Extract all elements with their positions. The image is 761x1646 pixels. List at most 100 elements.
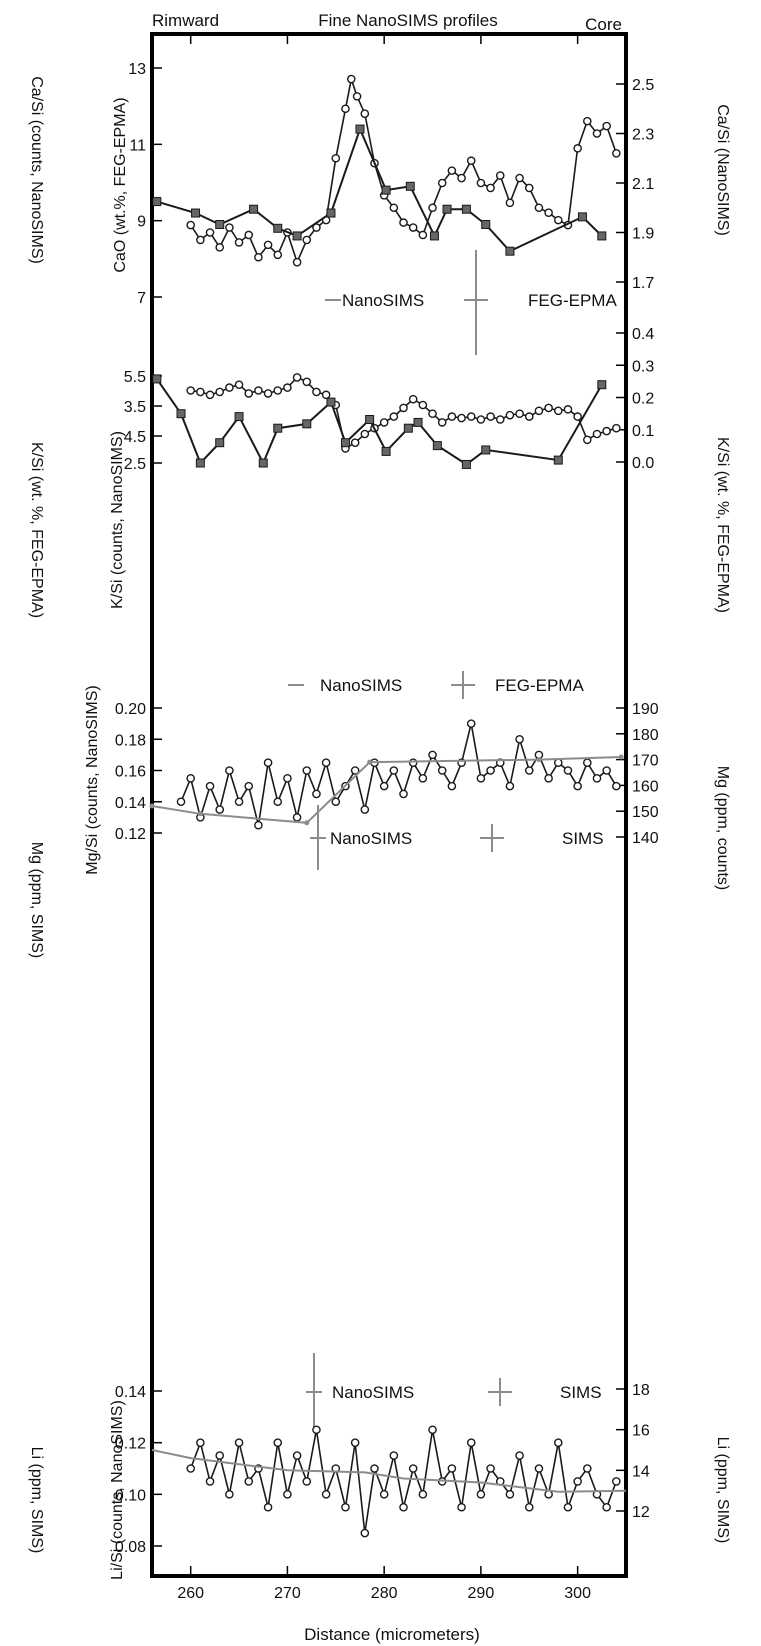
data-point-cao-26 xyxy=(428,203,437,213)
data-point-li-36 xyxy=(534,1464,544,1473)
data-point-k-23 xyxy=(408,394,418,404)
data-square-k-17 xyxy=(553,455,563,465)
right-tick-label-k-4: 0.4 xyxy=(632,326,654,343)
data-square-k-1 xyxy=(176,409,186,419)
data-point-cao-32 xyxy=(486,183,495,193)
series-line-mg-1 xyxy=(151,756,622,824)
series-line-mg-0 xyxy=(180,723,617,826)
right-tick-label-k-1: 0.1 xyxy=(632,423,654,440)
data-point-li-40 xyxy=(573,1477,582,1486)
legend-label-nano-k: NanoSIMS xyxy=(320,676,402,695)
data-point-k-2 xyxy=(205,390,215,400)
data-point-k-7 xyxy=(254,386,263,395)
data-dot-mg-0 xyxy=(149,803,155,809)
data-point-mg-5 xyxy=(225,766,234,775)
left-tick-label-li-2: 0.12 xyxy=(115,1436,146,1453)
data-point-mg-19 xyxy=(360,805,370,814)
series-line-li-1 xyxy=(151,1449,627,1493)
plot-frame xyxy=(150,32,628,1578)
series-line-li-0 xyxy=(189,1429,618,1534)
data-point-mg-3 xyxy=(205,781,215,791)
data-point-cao-38 xyxy=(544,208,553,217)
data-point-li-16 xyxy=(341,1502,350,1512)
legend-label-nano-cao: NanoSIMS xyxy=(342,291,424,310)
data-point-k-44 xyxy=(612,423,621,433)
data-point-k-11 xyxy=(292,373,302,382)
data-square-cao-3 xyxy=(249,204,259,214)
data-point-k-17 xyxy=(350,438,360,448)
data-square-cao-12 xyxy=(461,204,471,214)
ylabel-left-cao: CaO (wt.%, FEG-EPMA) xyxy=(112,97,129,272)
header-right: Core xyxy=(585,15,622,34)
right-tick-label-cao-4: 2.5 xyxy=(632,77,654,94)
right-tick-label-li-1: 14 xyxy=(632,1463,650,1480)
data-dot-mg-2 xyxy=(304,820,310,826)
right-tick-label-mg-3: 170 xyxy=(632,753,659,770)
data-point-mg-35 xyxy=(515,734,524,744)
data-point-li-13 xyxy=(312,1425,321,1435)
data-point-mg-18 xyxy=(350,766,360,775)
data-point-cao-15 xyxy=(331,153,341,163)
ylabel-left-li: Li/Si (counts, NanoSIMS) xyxy=(109,1400,126,1580)
data-point-mg-8 xyxy=(254,820,263,830)
data-point-cao-5 xyxy=(234,238,244,247)
data-point-k-28 xyxy=(457,413,466,423)
data-square-k-11 xyxy=(381,446,391,456)
data-square-k-14 xyxy=(432,441,442,451)
right-tick-label-li-3: 18 xyxy=(632,1382,650,1399)
data-point-mg-36 xyxy=(524,766,534,775)
data-point-cao-44 xyxy=(602,121,611,131)
data-point-li-19 xyxy=(370,1464,379,1473)
data-point-cao-3 xyxy=(215,243,225,252)
data-point-li-14 xyxy=(321,1490,331,1499)
data-point-li-44 xyxy=(612,1477,621,1486)
data-square-cao-5 xyxy=(292,231,302,241)
data-point-cao-45 xyxy=(612,148,621,158)
left-tick-label-mg-0: 0.12 xyxy=(115,826,146,843)
legend-label-second-li: SIMS xyxy=(560,1383,602,1402)
data-point-k-26 xyxy=(437,418,447,427)
data-point-k-14 xyxy=(321,390,331,400)
legend-label-second-cao: FEG-EPMA xyxy=(528,291,617,310)
data-point-k-22 xyxy=(399,403,408,413)
data-point-k-18 xyxy=(360,429,370,439)
data-point-k-29 xyxy=(466,412,476,421)
data-dot-mg-1 xyxy=(197,811,203,817)
data-point-mg-45 xyxy=(612,781,621,791)
data-point-k-35 xyxy=(524,412,534,421)
data-point-li-12 xyxy=(302,1477,312,1486)
data-point-mg-1 xyxy=(186,774,195,783)
data-point-k-41 xyxy=(583,435,592,445)
data-point-li-11 xyxy=(292,1451,302,1460)
data-point-cao-41 xyxy=(573,144,582,153)
data-point-k-37 xyxy=(544,403,553,413)
data-square-cao-1 xyxy=(191,208,201,218)
data-point-k-38 xyxy=(553,406,563,416)
x-tick-label-4: 300 xyxy=(564,1585,591,1602)
data-dot-mg-3 xyxy=(367,759,373,765)
x-axis-label: Distance (micrometers) xyxy=(304,1625,480,1644)
data-square-k-3 xyxy=(215,438,225,448)
data-point-k-8 xyxy=(263,389,273,398)
data-point-cao-12 xyxy=(302,235,312,245)
data-point-li-31 xyxy=(486,1464,495,1473)
plot-layer: 260 270 280 290 300 7 9 11 13 1.7 1.9 2.1 2.3 2.5 CaO … xyxy=(28,34,731,1602)
data-point-k-40 xyxy=(573,412,582,421)
right-tick-label-cao-0: 1.7 xyxy=(632,275,654,292)
data-square-cao-4 xyxy=(273,223,283,233)
data-dot-mg-4 xyxy=(536,757,542,763)
ylabel-outer-k: K/Si (wt. %, FEG-EPMA) xyxy=(28,442,45,618)
data-point-cao-42 xyxy=(583,116,592,126)
data-point-cao-30 xyxy=(466,156,476,166)
data-point-k-39 xyxy=(563,405,573,414)
data-point-li-43 xyxy=(602,1502,611,1512)
right-tick-label-mg-4: 180 xyxy=(632,727,659,744)
ylabel-right-k: K/Si (wt. %, FEG-EPMA) xyxy=(714,437,731,613)
data-point-li-21 xyxy=(389,1451,399,1460)
data-point-cao-22 xyxy=(389,203,399,213)
data-point-mg-23 xyxy=(399,789,408,799)
data-point-li-22 xyxy=(399,1502,408,1512)
data-point-cao-25 xyxy=(418,230,428,240)
right-tick-label-k-3: 0.3 xyxy=(632,358,654,375)
data-square-k-10 xyxy=(365,415,375,424)
